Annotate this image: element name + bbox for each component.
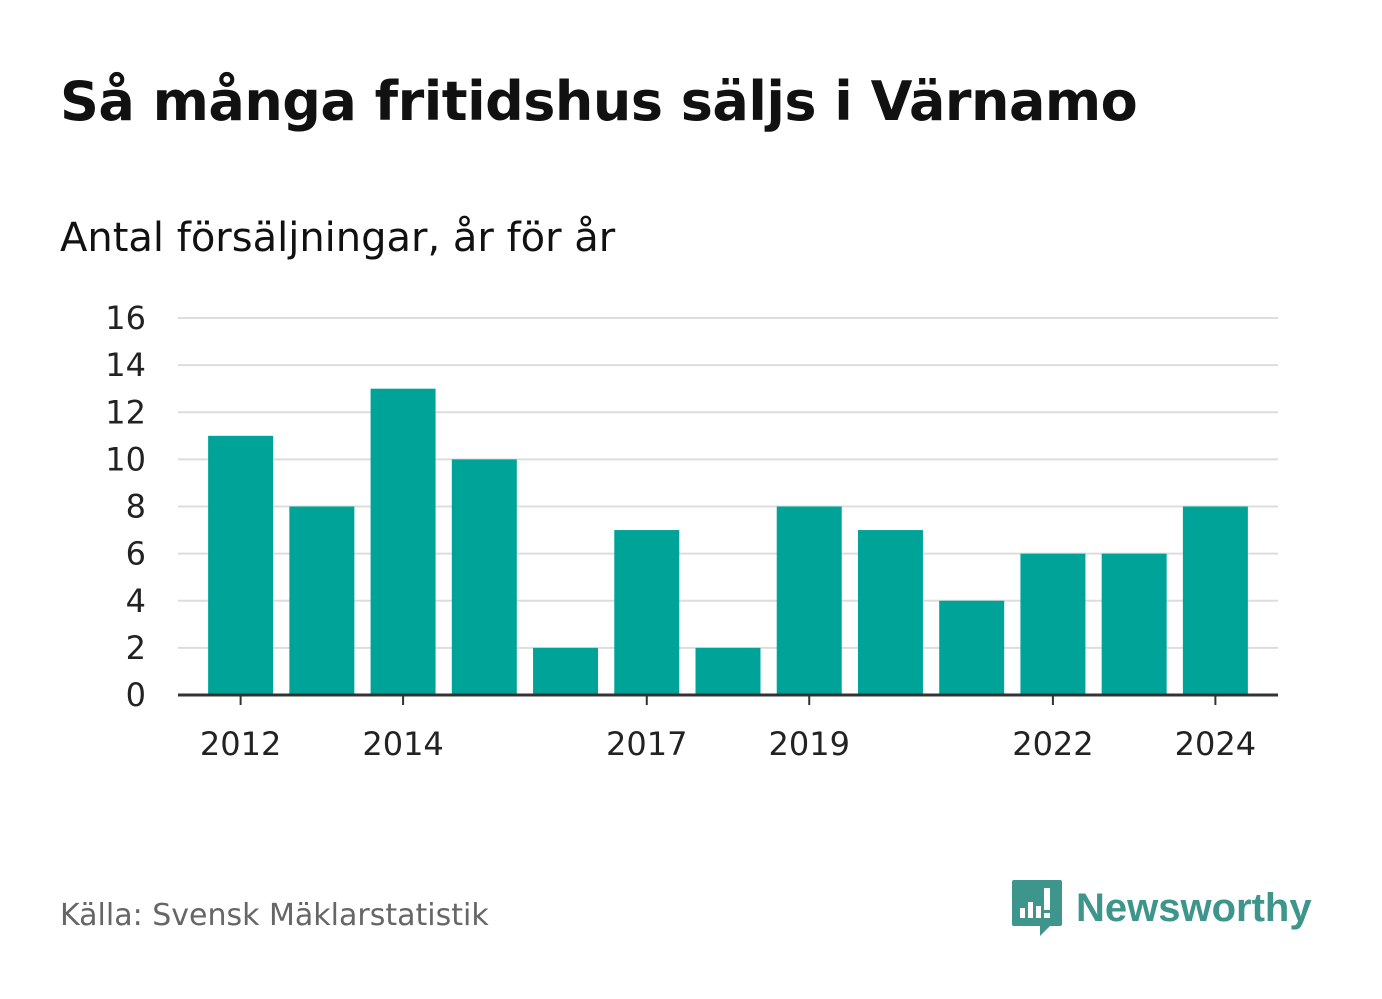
y-tick-label: 4: [126, 582, 146, 620]
bar-2023: [1101, 553, 1167, 695]
y-tick-label: 6: [126, 535, 146, 573]
y-tick-label: 16: [105, 299, 146, 337]
x-tick-label: 2019: [769, 725, 850, 763]
y-tick-label: 12: [105, 393, 146, 431]
y-tick-label: 0: [126, 676, 146, 714]
bar-2018: [695, 647, 761, 695]
y-tick-label: 2: [126, 629, 146, 667]
bar-2014: [370, 388, 436, 695]
brand-name: Newsworthy: [1076, 885, 1312, 930]
bar-2022: [1020, 553, 1086, 695]
x-tick-label: 2024: [1175, 725, 1256, 763]
x-tick-label: 2014: [362, 725, 443, 763]
newsworthy-logo-icon: [1012, 880, 1062, 936]
bar-2012: [208, 435, 274, 695]
bar-2017: [614, 530, 680, 695]
bar-2020: [857, 530, 923, 695]
chart-subtitle: Antal försäljningar, år för år: [60, 215, 616, 261]
x-tick-label: 2017: [606, 725, 687, 763]
chart-title: Så många fritidshus säljs i Värnamo: [60, 70, 1138, 133]
bar-2015: [451, 459, 517, 695]
x-tick-label: 2012: [200, 725, 281, 763]
brand-logo: Newsworthy: [1010, 878, 1312, 938]
x-tick-label: 2022: [1012, 725, 1093, 763]
bar-2021: [939, 600, 1005, 695]
y-tick-label: 14: [105, 346, 146, 384]
y-tick-label: 8: [126, 488, 146, 526]
source-note: Källa: Svensk Mäklarstatistik: [60, 898, 489, 933]
bar-2013: [289, 506, 355, 695]
bar-2016: [533, 647, 599, 695]
y-tick-label: 10: [105, 440, 146, 478]
bar-2024: [1182, 506, 1248, 695]
bar-2019: [776, 506, 842, 695]
